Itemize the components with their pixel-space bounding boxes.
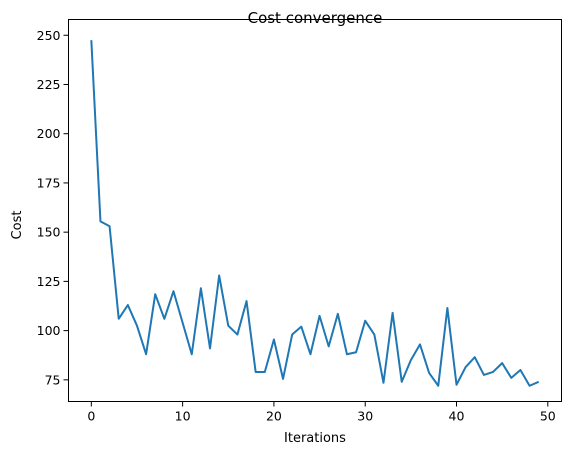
y-tick-label: 175 xyxy=(37,175,61,190)
plot-frame xyxy=(68,19,562,402)
x-tick-label: 30 xyxy=(357,409,373,424)
y-tick-label: 125 xyxy=(37,274,61,289)
x-tick-label: 20 xyxy=(266,409,282,424)
y-axis-ticks: 75 100 125 150 175 200 225 250 xyxy=(37,28,69,387)
y-axis-label: Cost xyxy=(10,211,25,240)
y-tick-label: 150 xyxy=(37,225,61,240)
x-tick-label: 0 xyxy=(87,409,95,424)
y-tick-label: 75 xyxy=(45,372,61,387)
y-tick-label: 200 xyxy=(37,126,61,141)
cost-series-line xyxy=(90,40,540,387)
x-tick-label: 40 xyxy=(449,409,465,424)
y-tick-label: 225 xyxy=(37,77,61,92)
y-tick-label: 250 xyxy=(37,28,61,43)
x-tick-label: 10 xyxy=(175,409,191,424)
x-axis-ticks: 0 10 20 30 40 50 xyxy=(87,401,556,424)
x-axis-label: Iterations xyxy=(284,431,346,446)
x-tick-label: 50 xyxy=(540,409,556,424)
y-tick-label: 100 xyxy=(37,323,61,338)
chart-title: Cost convergence xyxy=(248,9,383,27)
